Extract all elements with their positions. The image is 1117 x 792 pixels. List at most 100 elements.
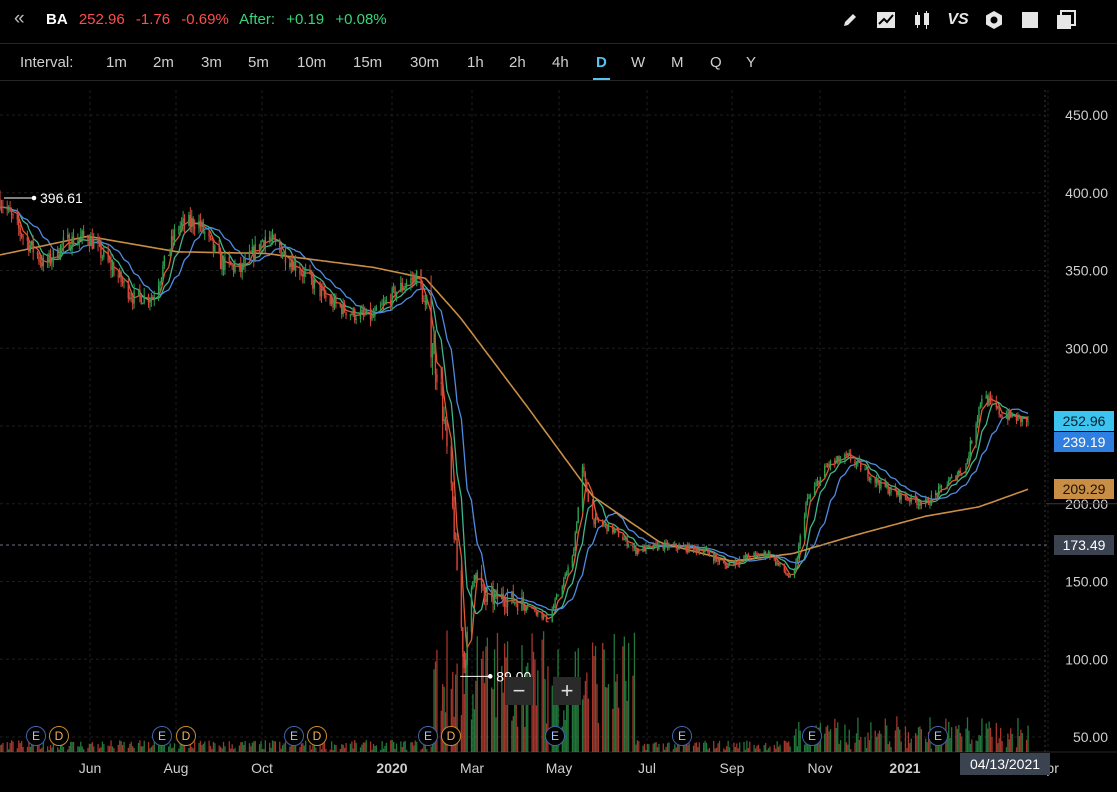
candle-body <box>896 491 898 496</box>
volume-bar <box>623 636 625 752</box>
candle-body <box>300 273 303 275</box>
volume-bar <box>61 744 63 752</box>
volume-bar <box>653 742 656 752</box>
compare-icon[interactable]: VS <box>947 11 969 28</box>
volume-bar <box>352 748 354 752</box>
candle-body <box>663 542 666 550</box>
pencil-icon[interactable] <box>839 8 861 32</box>
interval-option-4h[interactable]: 4h <box>552 54 569 71</box>
dividend-event-icon[interactable]: D <box>49 726 69 746</box>
volume-bar <box>108 746 111 752</box>
interval-option-q[interactable]: Q <box>710 54 722 71</box>
interval-option-2m[interactable]: 2m <box>153 54 174 71</box>
candle-body <box>824 466 826 477</box>
candle-body <box>971 441 973 444</box>
volume-bar <box>566 695 568 752</box>
volume-bar <box>224 746 226 752</box>
candle-body <box>633 546 636 548</box>
candle-body <box>803 516 806 536</box>
candle-body <box>137 289 140 291</box>
candle-body <box>865 468 868 470</box>
candle-body <box>867 468 869 479</box>
volume-bar <box>436 649 438 752</box>
candle-body <box>476 572 478 580</box>
candle-body <box>756 553 758 555</box>
earnings-event-icon[interactable]: E <box>152 726 172 746</box>
dividend-event-icon[interactable]: D <box>176 726 196 746</box>
interval-option-m[interactable]: M <box>671 54 684 71</box>
candle-body <box>113 266 115 276</box>
volume-bar <box>1020 729 1022 752</box>
interval-option-d[interactable]: D <box>593 54 610 80</box>
volume-bar <box>281 745 284 752</box>
time-tick-label: Oct <box>251 760 273 776</box>
earnings-event-icon[interactable]: E <box>672 726 692 746</box>
earnings-event-icon[interactable]: E <box>284 726 304 746</box>
collapse-panel-icon[interactable]: « <box>14 8 25 29</box>
window-icon[interactable] <box>1019 8 1041 32</box>
dividend-event-icon[interactable]: D <box>307 726 327 746</box>
candle-body <box>355 318 357 320</box>
interval-option-w[interactable]: W <box>631 54 646 71</box>
candle-body <box>909 499 911 502</box>
copy-icon[interactable] <box>1055 8 1077 32</box>
candle-body <box>860 461 862 471</box>
candle-body <box>1009 410 1012 417</box>
price-tick-label: 450.00 <box>1065 107 1108 123</box>
candle-body <box>153 297 155 299</box>
candle-body <box>819 476 822 486</box>
earnings-event-icon[interactable]: E <box>26 726 46 746</box>
candle-body <box>493 594 496 604</box>
candle-body <box>541 611 543 619</box>
volume-bar <box>320 749 323 752</box>
candle-body <box>392 287 395 289</box>
candle-body <box>129 297 131 299</box>
zoom-out-button[interactable]: − <box>505 677 533 705</box>
candle-body <box>127 280 130 299</box>
volume-bar <box>1010 728 1012 752</box>
candle-body <box>299 270 301 274</box>
candle-body <box>884 480 886 487</box>
candle-body <box>253 246 255 260</box>
interval-label: Interval: <box>20 54 74 71</box>
earnings-event-icon[interactable]: E <box>802 726 822 746</box>
volume-bar <box>622 646 624 752</box>
candles-icon[interactable] <box>911 8 933 32</box>
interval-option-10m[interactable]: 10m <box>297 54 327 71</box>
line-chart-icon[interactable] <box>875 8 897 32</box>
candle-body <box>627 545 630 547</box>
earnings-event-icon[interactable]: E <box>928 726 948 746</box>
earnings-event-icon[interactable]: E <box>545 726 565 746</box>
volume-bar <box>470 719 473 752</box>
candle-body <box>224 256 226 270</box>
interval-option-30m[interactable]: 30m <box>410 54 440 71</box>
volume-bar <box>909 742 911 752</box>
volume-bar <box>997 743 999 752</box>
volume-bar <box>232 749 235 752</box>
candle-body <box>42 257 44 267</box>
volume-bar <box>2 742 4 752</box>
interval-option-15m[interactable]: 15m <box>353 54 383 71</box>
interval-option-2h[interactable]: 2h <box>509 54 526 71</box>
volume-bar <box>1007 733 1009 752</box>
settings-icon[interactable] <box>983 8 1005 32</box>
volume-bar <box>375 745 378 752</box>
interval-option-3m[interactable]: 3m <box>201 54 222 71</box>
zoom-in-button[interactable]: + <box>553 677 581 705</box>
volume-bar <box>757 744 760 752</box>
earnings-event-icon[interactable]: E <box>418 726 438 746</box>
volume-bar <box>642 745 644 752</box>
interval-option-1h[interactable]: 1h <box>467 54 484 71</box>
interval-option-5m[interactable]: 5m <box>248 54 269 71</box>
volume-bar <box>152 745 154 752</box>
dividend-event-icon[interactable]: D <box>441 726 461 746</box>
candle-body <box>632 545 634 548</box>
interval-option-y[interactable]: Y <box>746 54 757 71</box>
volume-bar <box>571 680 574 752</box>
interval-option-1m[interactable]: 1m <box>106 54 127 71</box>
candle-body <box>849 453 852 460</box>
volume-bar <box>625 680 627 752</box>
volume-bar <box>756 745 758 752</box>
candle-body <box>466 631 468 660</box>
